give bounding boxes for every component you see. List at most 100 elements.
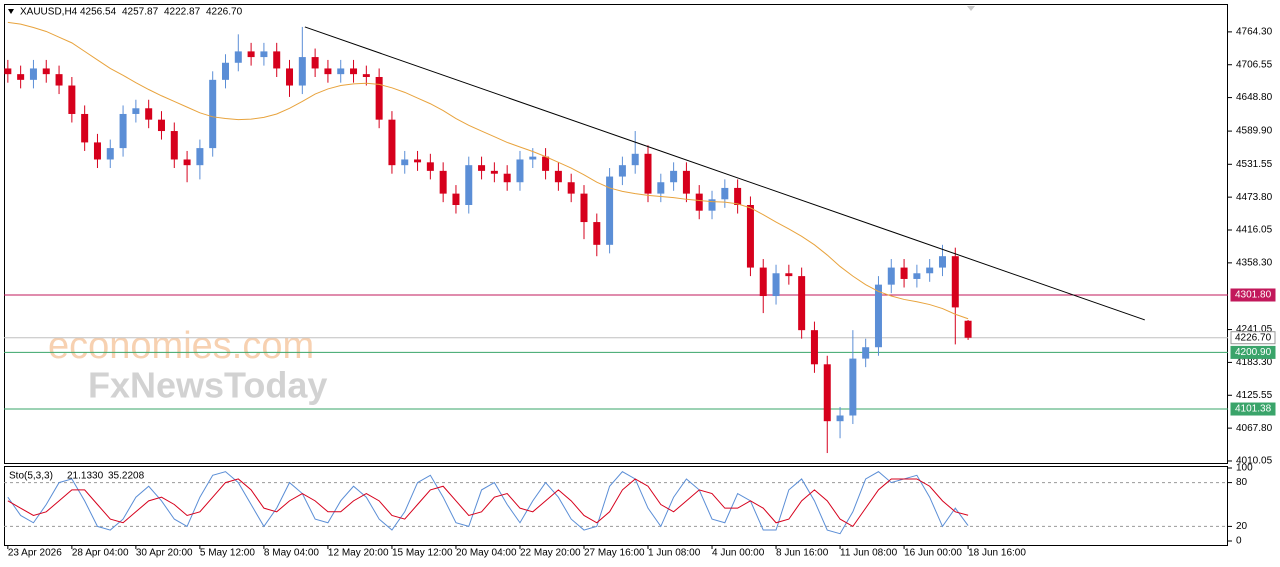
x-tick-label: 23 Apr 2026 xyxy=(8,548,62,559)
candle-body xyxy=(887,267,895,285)
watermark: economies.com xyxy=(48,325,314,367)
header-high: 4257.87 xyxy=(122,7,159,18)
candle-body xyxy=(951,256,959,308)
candle-body xyxy=(106,148,114,160)
candle-body xyxy=(746,204,754,268)
x-tick-label: 22 May 20:00 xyxy=(520,548,581,559)
candle-body xyxy=(68,85,76,114)
candle-body xyxy=(452,193,460,205)
candle-body xyxy=(286,68,294,86)
candle-body xyxy=(695,193,703,211)
candle-body xyxy=(938,256,946,268)
price-level-tag xyxy=(1230,402,1276,416)
price-level-label: 4200.90 xyxy=(1235,347,1272,358)
y-tick-label: 4531.55 xyxy=(1236,159,1273,170)
header-low: 4222.87 xyxy=(164,7,201,18)
price-level-label: 4226.70 xyxy=(1235,332,1272,343)
candle-body xyxy=(247,51,255,58)
watermark: FxNewsToday xyxy=(88,365,327,406)
y-tick-label: 4589.90 xyxy=(1236,126,1273,137)
header-open: 4256.54 xyxy=(80,7,117,18)
y-tick-label: 4358.30 xyxy=(1236,257,1273,268)
candle-body xyxy=(913,273,921,279)
main-panel xyxy=(4,4,1228,464)
indicator-tick-label: 20 xyxy=(1236,521,1248,532)
candle-body xyxy=(362,74,370,77)
candle-body xyxy=(324,68,332,75)
candle-body xyxy=(734,187,742,205)
indicator-panel xyxy=(4,466,1228,546)
candle-body xyxy=(682,170,690,194)
x-tick-label: 15 May 12:00 xyxy=(392,548,453,559)
candle-body xyxy=(618,165,626,177)
candle-body xyxy=(17,74,25,80)
candle-body xyxy=(426,162,434,171)
candle-body xyxy=(490,170,498,174)
candle-body xyxy=(759,267,767,297)
y-tick-label: 4764.30 xyxy=(1236,27,1273,38)
y-tick-label: 4648.80 xyxy=(1236,92,1273,103)
candle-body xyxy=(670,170,678,183)
x-tick-label: 30 Apr 20:00 xyxy=(136,548,193,559)
x-tick-label: 18 Jun 16:00 xyxy=(968,548,1026,559)
x-tick-label: 16 Jun 00:00 xyxy=(904,548,962,559)
candle-body xyxy=(836,415,844,422)
candle-body xyxy=(862,347,870,359)
candle-body xyxy=(644,153,652,194)
candle-body xyxy=(119,113,127,149)
x-tick-label: 27 May 16:00 xyxy=(584,548,645,559)
candle-body xyxy=(81,113,89,143)
candle-body xyxy=(567,182,575,194)
candle-body xyxy=(529,156,537,160)
menu-arrow xyxy=(8,9,14,14)
candle-body xyxy=(580,193,588,223)
candle-body xyxy=(298,57,306,86)
candle-body xyxy=(234,51,242,63)
y-tick-label: 4241.05 xyxy=(1236,324,1273,335)
candle-body xyxy=(810,330,818,365)
candle-body xyxy=(785,273,793,277)
price-level-label: 4101.38 xyxy=(1235,404,1272,415)
y-tick-label: 4706.55 xyxy=(1236,59,1273,70)
candle-body xyxy=(221,62,229,80)
x-tick-label: 20 May 04:00 xyxy=(456,548,517,559)
price-level-tag xyxy=(1230,345,1276,359)
x-tick-label: 1 Jun 08:00 xyxy=(648,548,701,559)
candle-body xyxy=(721,187,729,200)
price-level-tag xyxy=(1230,331,1276,345)
header-close: 4226.70 xyxy=(206,7,243,18)
x-tick-label: 11 Jun 08:00 xyxy=(840,548,898,559)
candle-body xyxy=(93,142,101,160)
indicator-readout: 35.2208 xyxy=(108,471,145,482)
candle-body xyxy=(465,165,473,205)
candle-body xyxy=(388,119,396,166)
candle-body xyxy=(593,222,601,245)
stochastic-line xyxy=(7,478,969,528)
candle-body xyxy=(29,68,37,80)
candle-body xyxy=(631,153,639,166)
candle-body xyxy=(900,267,908,279)
stochastic-line xyxy=(7,471,969,535)
candle-body xyxy=(772,273,780,297)
candle-body xyxy=(260,51,268,58)
candle-body xyxy=(823,364,831,422)
x-tick-label: 4 Jun 00:00 xyxy=(712,548,765,559)
y-tick-label: 4125.55 xyxy=(1236,390,1273,401)
candle-body xyxy=(849,358,857,416)
indicator-tick-label: 0 xyxy=(1236,536,1242,547)
candle-body xyxy=(874,284,882,348)
indicator-tick-label: 100 xyxy=(1236,463,1253,474)
indicator-tick-label: 80 xyxy=(1236,477,1248,488)
candle-body xyxy=(926,267,934,274)
candle-body xyxy=(708,199,716,211)
y-tick-label: 4183.30 xyxy=(1236,357,1273,368)
candle-body xyxy=(554,170,562,183)
y-tick-label: 4067.80 xyxy=(1236,423,1273,434)
candle-body xyxy=(157,119,165,132)
candle-body xyxy=(439,170,447,194)
candle-body xyxy=(42,68,50,75)
candle-body xyxy=(503,173,511,183)
candle-body xyxy=(145,108,153,120)
candle-body xyxy=(542,156,550,171)
candle-body xyxy=(209,79,217,149)
